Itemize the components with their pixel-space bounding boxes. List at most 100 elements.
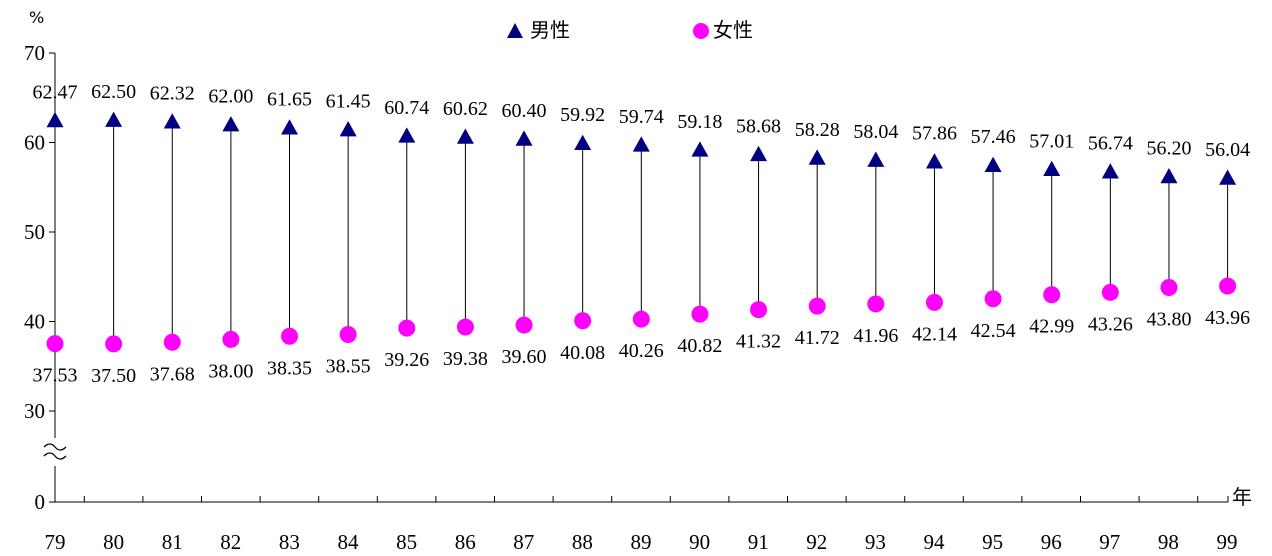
male-data-label: 61.65 (267, 89, 312, 111)
range-lines (54, 120, 1229, 344)
female-data-label: 37.53 (33, 365, 78, 387)
y-tick-label: 50 (24, 220, 45, 244)
male-data-label: 57.86 (912, 123, 957, 145)
male-data-label: 58.28 (795, 119, 840, 141)
male-point (1219, 169, 1237, 185)
y-tick-label: 70 (24, 41, 45, 65)
male-point (808, 149, 826, 165)
female-data-label: 42.99 (1029, 316, 1074, 338)
axes: 70 60 50 40 30 0 79 80 81 82 83 84 85 86 87 88 89 90 91 92 9… (24, 41, 1238, 554)
female-data-label: 41.72 (795, 327, 840, 349)
female-point (46, 335, 64, 353)
data-labels: 62.47 37.53 62.50 37.50 62.32 37.68 62.00 38.00… (33, 81, 1251, 387)
x-tick-label: 94 (924, 530, 946, 554)
female-data-label: 37.68 (150, 363, 195, 385)
female-data-label: 39.60 (502, 346, 547, 368)
x-tick-label: 83 (279, 530, 300, 554)
female-data-label: 40.26 (619, 340, 664, 362)
female-point (925, 293, 943, 311)
male-data-label: 60.74 (384, 97, 429, 119)
male-data-label: 58.04 (853, 121, 898, 143)
female-data-label: 37.50 (91, 365, 136, 387)
female-data-label: 42.14 (912, 323, 957, 345)
female-point (1101, 283, 1119, 301)
x-tick-label: 88 (572, 530, 593, 554)
male-data-label: 56.74 (1088, 133, 1133, 155)
male-point (632, 136, 650, 152)
y-tick-label: 30 (24, 399, 45, 423)
x-tick-label: 91 (748, 530, 769, 554)
female-point (1219, 277, 1237, 295)
male-point (222, 116, 240, 132)
x-unit-label: 年 (1232, 485, 1252, 509)
male-point (867, 151, 885, 167)
female-point (456, 318, 474, 336)
y-unit-label: % (29, 8, 44, 27)
male-data-label: 59.74 (619, 106, 664, 128)
male-data-label: 59.92 (560, 104, 605, 126)
female-data-label: 43.96 (1205, 307, 1250, 329)
male-point (691, 141, 709, 157)
x-tick-label: 82 (220, 530, 241, 554)
legend: 男性 女性 (507, 18, 753, 42)
male-data-label: 57.01 (1029, 130, 1074, 152)
female-data-label: 43.80 (1146, 308, 1191, 330)
male-data-label: 59.18 (677, 111, 722, 133)
x-tick-label: 89 (631, 530, 652, 554)
male-point (1101, 163, 1119, 179)
female-data-label: 38.00 (208, 360, 253, 382)
male-point (574, 134, 592, 151)
x-tick-label: 90 (689, 530, 710, 554)
male-data-label: 57.46 (971, 126, 1016, 148)
female-point (867, 295, 885, 313)
female-point (1043, 286, 1061, 304)
female-data-label: 38.55 (326, 355, 371, 377)
male-point (339, 121, 357, 137)
legend-male-label: 男性 (530, 18, 570, 42)
female-point (1160, 278, 1178, 296)
male-data-label: 56.20 (1146, 138, 1191, 160)
axis-break-mark (43, 452, 67, 460)
male-point (105, 111, 123, 127)
female-data-label: 42.54 (971, 320, 1016, 342)
female-point (105, 335, 123, 353)
female-point (574, 312, 592, 330)
male-data-label: 60.62 (443, 98, 488, 120)
male-data-label: 58.68 (736, 115, 781, 137)
male-point (1043, 160, 1061, 177)
male-data-label: 62.00 (208, 86, 253, 108)
male-point (398, 127, 416, 143)
female-data-label: 39.38 (443, 348, 488, 370)
male-data-label: 56.04 (1205, 139, 1250, 161)
female-point (691, 305, 709, 323)
x-tick-label: 81 (162, 530, 183, 554)
axis-break-mark (43, 443, 67, 451)
male-point (515, 130, 533, 146)
male-point (281, 119, 299, 135)
female-point (632, 310, 650, 328)
female-data-label: 43.26 (1088, 313, 1133, 335)
female-point (222, 330, 240, 348)
female-data-label: 40.82 (677, 335, 722, 357)
x-tick-label: 95 (982, 530, 1003, 554)
x-tick-label: 92 (806, 530, 827, 554)
x-tick-label: 86 (455, 530, 476, 554)
y-tick-label: 0 (35, 490, 46, 514)
male-data-label: 62.32 (150, 83, 195, 105)
female-data-label: 40.08 (560, 342, 605, 364)
x-tick-label: 99 (1217, 530, 1238, 554)
male-point (456, 128, 474, 144)
female-point (750, 301, 768, 319)
female-point (515, 316, 533, 334)
x-tick-label: 80 (103, 530, 124, 554)
female-data-label: 39.26 (384, 349, 429, 371)
male-point (1160, 168, 1178, 184)
male-point (984, 156, 1002, 173)
legend-female-marker (693, 23, 709, 39)
x-tick-label: 93 (865, 530, 886, 554)
legend-male-marker (507, 23, 523, 38)
male-point (163, 113, 181, 129)
female-point (281, 327, 299, 345)
female-data-label: 38.35 (267, 357, 312, 379)
